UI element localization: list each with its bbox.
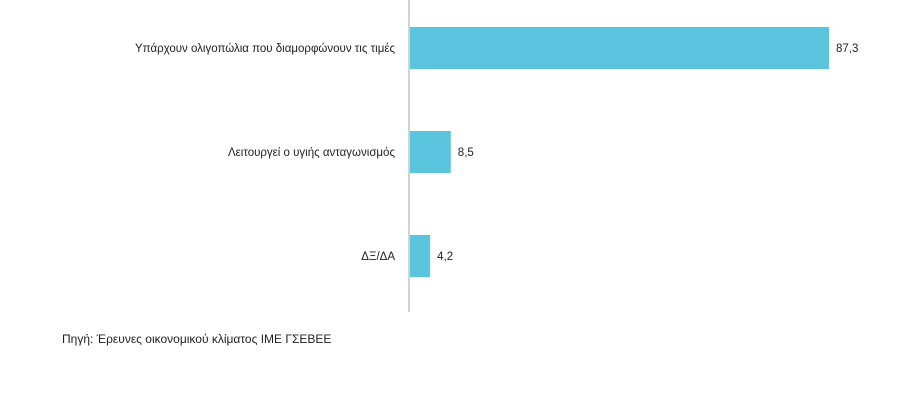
bars	[410, 27, 830, 277]
value-label: 8,5	[458, 147, 474, 159]
bar-chart: Υπάρχουν ολιγοπώλια που διαμορφώνουν τις…	[135, 0, 858, 312]
value-label: 87,3	[836, 43, 858, 55]
category-labels: Υπάρχουν ολιγοπώλια που διαμορφώνουν τις…	[135, 43, 395, 263]
value-labels: 87,3 8,5 4,2	[437, 43, 858, 263]
value-label: 4,2	[437, 251, 453, 263]
bar	[410, 131, 451, 173]
bar	[410, 27, 830, 69]
source-note: Πηγή: Έρευνες οικονομικού κλίματος ΙΜΕ Γ…	[62, 332, 332, 346]
category-label: Λειτουργεί ο υγιής ανταγωνισμός	[228, 147, 395, 159]
category-label: ΔΞ/ΔΑ	[361, 251, 395, 263]
category-label: Υπάρχουν ολιγοπώλια που διαμορφώνουν τις…	[135, 43, 395, 55]
bar	[410, 235, 431, 277]
